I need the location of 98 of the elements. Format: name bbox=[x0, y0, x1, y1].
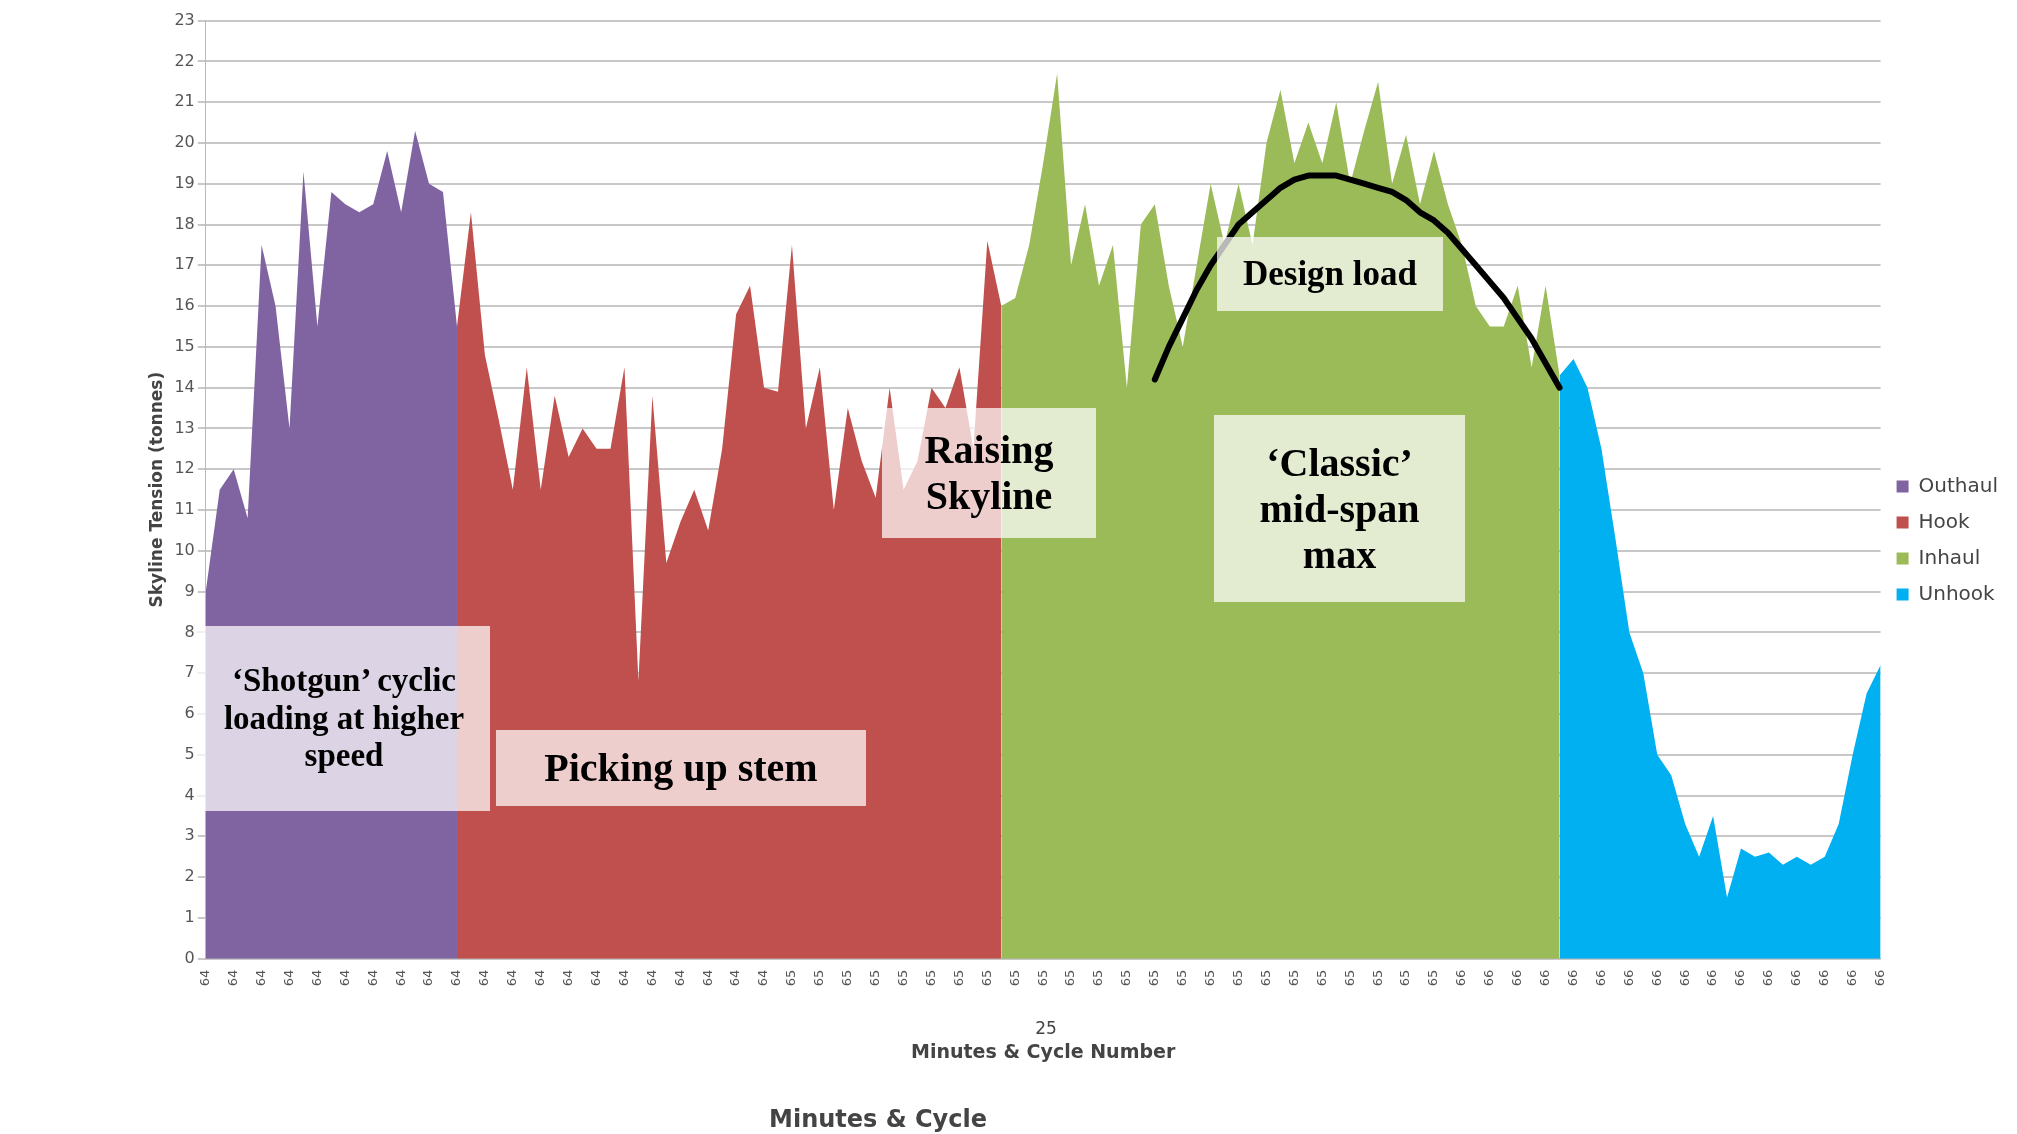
x-tick-label: 65 bbox=[1313, 969, 1329, 987]
x-tick-label: 66 bbox=[1676, 969, 1692, 987]
x-tick-label: 64 bbox=[699, 969, 715, 987]
annotation: Picking up stem bbox=[496, 730, 866, 806]
x-tick-label: 65 bbox=[978, 969, 994, 987]
y-tick-label: 17 bbox=[174, 254, 195, 274]
annotation: ‘Classic’ mid-span max bbox=[1214, 415, 1465, 602]
x-tick-label: 65 bbox=[950, 969, 966, 987]
legend-label: Hook bbox=[1918, 508, 1971, 533]
x-tick-label: 65 bbox=[1090, 969, 1106, 987]
x-tick-label: 64 bbox=[280, 969, 296, 987]
x-tick-label: 64 bbox=[476, 969, 492, 987]
x-tick-label: 66 bbox=[1760, 969, 1776, 987]
y-tick-label: 2 bbox=[184, 866, 195, 886]
x-tick-label: 64 bbox=[252, 969, 268, 987]
y-tick-label: 13 bbox=[174, 417, 195, 437]
annotation: Design load bbox=[1217, 237, 1443, 311]
x-tick-label: 64 bbox=[448, 969, 464, 987]
x-tick-label: 65 bbox=[811, 969, 827, 987]
x-tick-label: 66 bbox=[1704, 969, 1720, 987]
x-tick-label: 64 bbox=[392, 969, 408, 987]
x-tick-label: 65 bbox=[1341, 969, 1357, 987]
x-tick-label: 64 bbox=[560, 969, 576, 987]
y-tick-label: 20 bbox=[174, 132, 195, 152]
y-tick-label: 19 bbox=[174, 172, 195, 192]
x-tick-label: 65 bbox=[1257, 969, 1273, 987]
y-tick-label: 4 bbox=[184, 784, 195, 804]
annotation: ‘Shotgun’ cyclic loading at higher speed bbox=[198, 626, 490, 811]
x-tick-label: 64 bbox=[504, 969, 520, 987]
y-tick-label: 12 bbox=[174, 458, 195, 478]
x-tick-label: 64 bbox=[336, 969, 352, 987]
y-tick-label: 23 bbox=[174, 9, 195, 29]
y-tick-label: 10 bbox=[174, 539, 195, 559]
x-tick-label: 64 bbox=[727, 969, 743, 987]
x-tick-label: 65 bbox=[922, 969, 938, 987]
y-tick-label: 8 bbox=[184, 621, 195, 641]
x-tick-label: 65 bbox=[1369, 969, 1385, 987]
y-tick-label: 11 bbox=[174, 499, 195, 519]
y-tick-label: 16 bbox=[174, 295, 195, 315]
x-tick-label: 66 bbox=[1509, 969, 1525, 987]
x-tick-label: 64 bbox=[308, 969, 324, 987]
x-tick-label: 66 bbox=[1648, 969, 1664, 987]
x-tick-label: 65 bbox=[839, 969, 855, 987]
y-tick-label: 18 bbox=[174, 213, 195, 233]
x-tick-label: 64 bbox=[225, 969, 241, 987]
x-tick-label: 64 bbox=[755, 969, 771, 987]
x-axis-title: Minutes & Cycle Number bbox=[911, 1039, 1176, 1062]
x-tick-label: 65 bbox=[1229, 969, 1245, 987]
x-tick-label: 65 bbox=[1174, 969, 1190, 987]
x-tick-label: 64 bbox=[364, 969, 380, 987]
annotation: Raising Skyline bbox=[882, 408, 1096, 538]
x-tick-label: 64 bbox=[615, 969, 631, 987]
x-tick-label: 66 bbox=[1592, 969, 1608, 987]
x-tick-label: 65 bbox=[1285, 969, 1301, 987]
x-tick-label: 65 bbox=[783, 969, 799, 987]
x-tick-label: 66 bbox=[1564, 969, 1580, 987]
y-tick-label: 15 bbox=[174, 336, 195, 356]
y-tick-label: 1 bbox=[184, 907, 195, 927]
x-tick-label: 65 bbox=[1034, 969, 1050, 987]
y-tick-label: 22 bbox=[174, 50, 195, 70]
x-tick-label: 66 bbox=[1788, 969, 1804, 987]
x-tick-label: 64 bbox=[197, 969, 213, 987]
x-tick-label: 64 bbox=[643, 969, 659, 987]
x-tick-label: 65 bbox=[1118, 969, 1134, 987]
x-tick-label: 65 bbox=[1062, 969, 1078, 987]
legend-label: Unhook bbox=[1918, 580, 1996, 605]
x-tick-label: 66 bbox=[1816, 969, 1832, 987]
y-tick-label: 3 bbox=[184, 825, 195, 845]
y-tick-label: 7 bbox=[184, 662, 195, 682]
y-tick-label: 6 bbox=[184, 703, 195, 723]
legend-label: Outhaul bbox=[1918, 472, 1999, 497]
x-tick-label: 64 bbox=[532, 969, 548, 987]
x-tick-label: 66 bbox=[1453, 969, 1469, 987]
y-tick-label: 14 bbox=[174, 376, 195, 396]
x-tick-label: 65 bbox=[1146, 969, 1162, 987]
legend-label: Inhaul bbox=[1918, 544, 1981, 569]
text: 25 bbox=[1034, 1018, 1058, 1040]
y-tick-label: 21 bbox=[174, 91, 195, 111]
x-tick-label: 66 bbox=[1871, 969, 1887, 987]
x-tick-label: 65 bbox=[867, 969, 883, 987]
x-tick-label: 66 bbox=[1481, 969, 1497, 987]
x-tick-label: 65 bbox=[1006, 969, 1022, 987]
y-tick-label: 0 bbox=[184, 947, 195, 967]
x-tick-label: 65 bbox=[1397, 969, 1413, 987]
y-tick-label: 9 bbox=[184, 580, 195, 600]
y-axis-title: Skyline Tension (tonnes) bbox=[145, 371, 166, 608]
x-tick-label: 64 bbox=[420, 969, 436, 987]
x-tick-label: 65 bbox=[894, 969, 910, 987]
x-tick-label: 66 bbox=[1620, 969, 1636, 987]
x-tick-label: 66 bbox=[1536, 969, 1552, 987]
y-tick-label: 5 bbox=[184, 743, 195, 763]
x-tick-label: 65 bbox=[1425, 969, 1441, 987]
x-tick-label: 64 bbox=[671, 969, 687, 987]
text: Minutes & Cycle bbox=[768, 1105, 988, 1134]
x-tick-label: 66 bbox=[1844, 969, 1860, 987]
x-tick-label: 66 bbox=[1732, 969, 1748, 987]
x-tick-label: 65 bbox=[1202, 969, 1218, 987]
x-tick-label: 64 bbox=[587, 969, 603, 987]
